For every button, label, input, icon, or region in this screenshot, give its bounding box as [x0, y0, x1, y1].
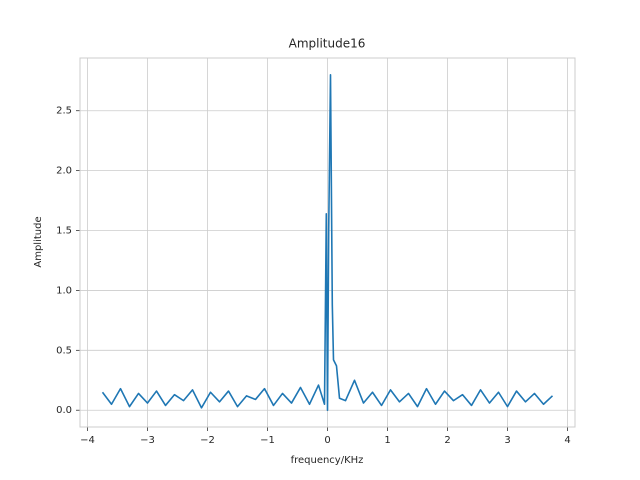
data-line	[101, 73, 554, 412]
y-tick-label: 1.0	[56, 285, 72, 296]
x-tick-label: −2	[200, 435, 215, 446]
x-axis-label: frequency/KHz	[291, 455, 364, 466]
y-tick-label: 0.0	[56, 405, 72, 416]
x-tick-label: 2	[444, 435, 450, 446]
y-axis-label: Amplitude	[33, 216, 44, 267]
y-tick-label: 2.0	[56, 166, 72, 177]
x-tick-label: −4	[80, 435, 95, 446]
plot-frame	[79, 57, 576, 428]
x-tick-label: 4	[564, 435, 570, 446]
x-tick-label: −1	[260, 435, 275, 446]
x-tick-label: 1	[384, 435, 390, 446]
x-tick-label: −3	[140, 435, 155, 446]
y-tick-label: 0.5	[56, 345, 72, 356]
x-tick-label: 3	[504, 435, 510, 446]
y-tick-label: 2.5	[56, 106, 72, 117]
x-tick-label: 0	[324, 435, 330, 446]
chart-title: Amplitude16	[289, 37, 366, 51]
y-tick-label: 1.5	[56, 226, 72, 237]
